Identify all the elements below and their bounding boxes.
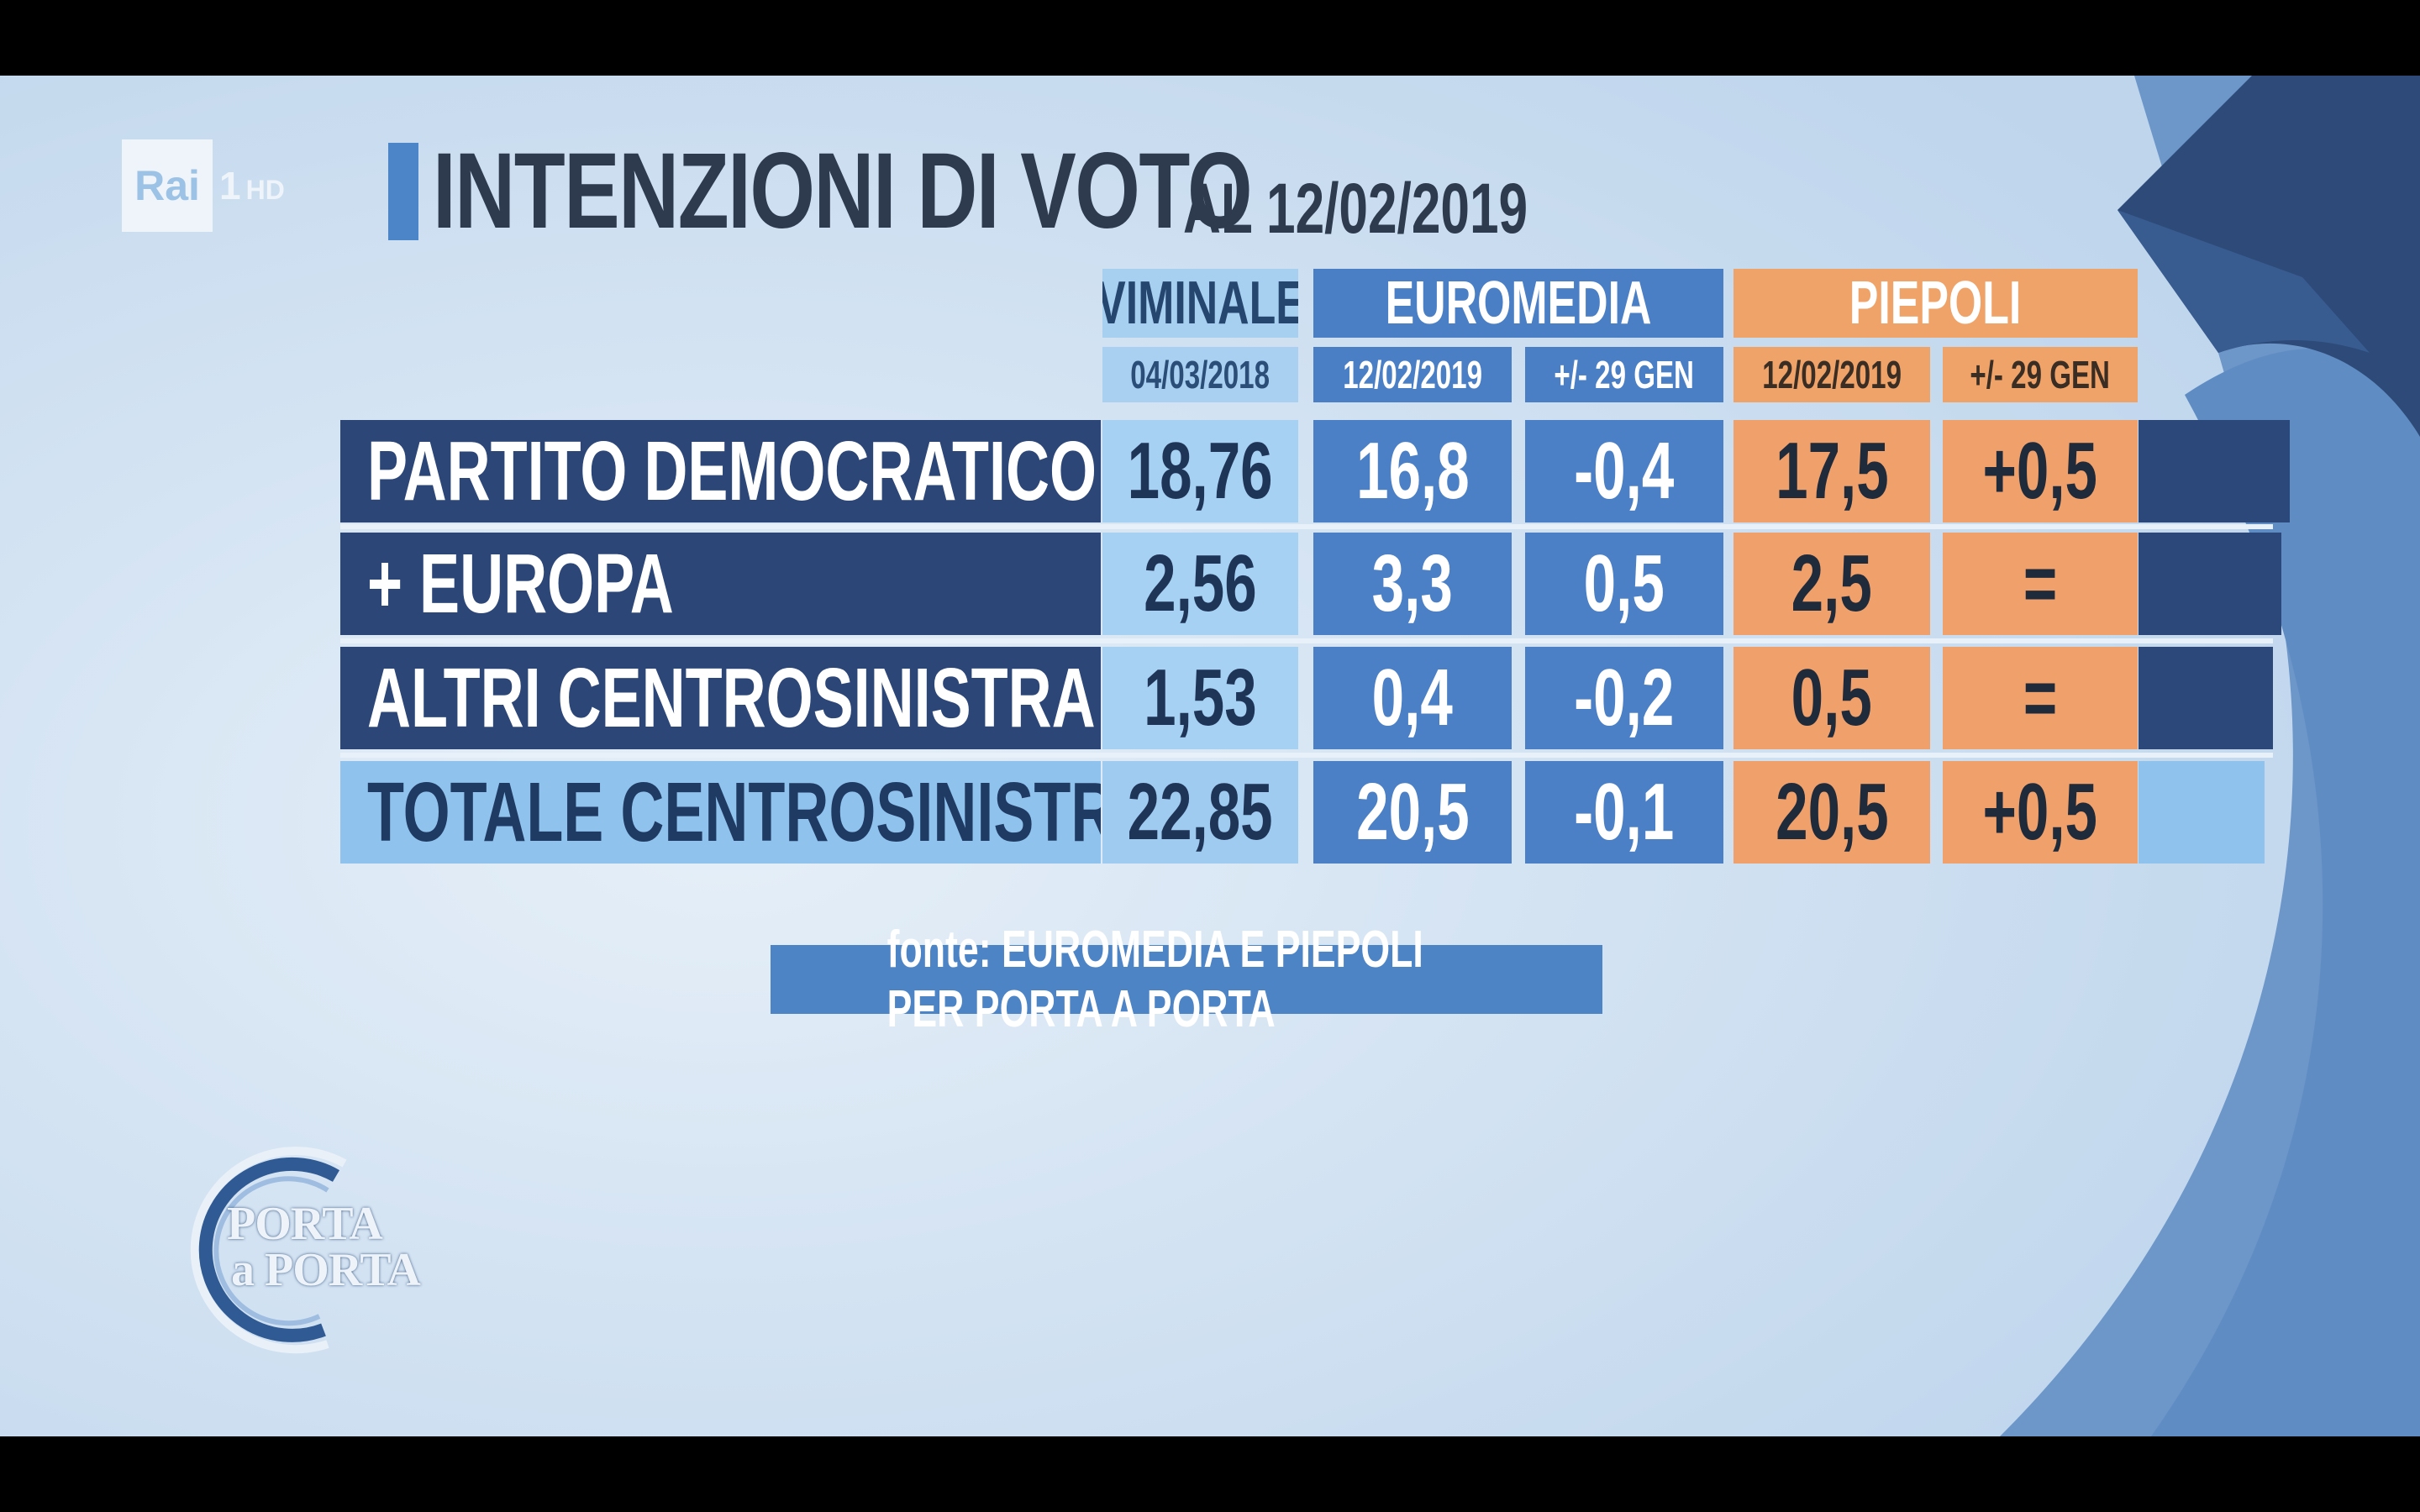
column-header: +/- 29 GEN bbox=[1943, 347, 2138, 402]
column-header-text: 12/02/2019 bbox=[1762, 353, 1902, 396]
group-header-viminale-text: VIMINALE bbox=[1102, 270, 1298, 337]
row-label: + EUROPA bbox=[340, 533, 1101, 635]
column-header-text: +/- 29 GEN bbox=[1554, 353, 1695, 396]
show-logo-line1: PORTA bbox=[227, 1198, 383, 1250]
channel-quality: HD bbox=[245, 174, 285, 205]
value-cell-text: 0,5 bbox=[1583, 538, 1665, 628]
value-cell-text: 20,5 bbox=[1355, 767, 1470, 857]
title-date: AL 12/02/2019 bbox=[1183, 169, 1528, 248]
value-cell: 0,4 bbox=[1313, 647, 1512, 749]
channel-number: 1 bbox=[219, 164, 241, 207]
row-label: ALTRI CENTROSINISTRA bbox=[340, 647, 1101, 749]
group-header-euromedia: EUROMEDIA bbox=[1313, 269, 1723, 338]
value-cell: +0,5 bbox=[1943, 761, 2138, 864]
value-cell: 2,5 bbox=[1733, 533, 1930, 635]
value-cell: -0,4 bbox=[1525, 420, 1723, 522]
value-cell: 17,5 bbox=[1733, 420, 1930, 522]
column-header-text: 12/02/2019 bbox=[1343, 353, 1482, 396]
value-cell: 0,5 bbox=[1733, 647, 1930, 749]
value-cell-text: -0,2 bbox=[1574, 653, 1675, 743]
value-cell: 18,76 bbox=[1102, 420, 1298, 522]
row-label: PARTITO DEMOCRATICO - PSE bbox=[340, 420, 1101, 522]
value-cell-text: = bbox=[2023, 653, 2058, 743]
value-cell: = bbox=[1943, 647, 2138, 749]
value-cell-text: 1,53 bbox=[1144, 653, 1257, 743]
value-cell: 3,3 bbox=[1313, 533, 1512, 635]
column-header: 12/02/2019 bbox=[1313, 347, 1512, 402]
row-label-text: + EUROPA bbox=[367, 536, 674, 631]
value-cell: 16,8 bbox=[1313, 420, 1512, 522]
column-header-text: +/- 29 GEN bbox=[1970, 353, 2111, 396]
value-cell-text: 16,8 bbox=[1355, 426, 1470, 516]
value-cell-text: 0,4 bbox=[1371, 653, 1454, 743]
value-cell: +0,5 bbox=[1943, 420, 2138, 522]
value-cell-text: +0,5 bbox=[1982, 426, 2098, 516]
broadcast-screen: Rai 1 HD INTENZIONI DI VOTO AL 12/02/201… bbox=[0, 76, 2420, 1436]
title-accent-bar bbox=[388, 143, 418, 240]
value-cell-text: 20,5 bbox=[1775, 767, 1889, 857]
row-label: TOTALE CENTROSINISTRA bbox=[340, 761, 1101, 864]
value-cell-text: 18,76 bbox=[1128, 426, 1273, 516]
column-header: +/- 29 GEN bbox=[1525, 347, 1723, 402]
channel-logo: Rai 1 HD bbox=[122, 139, 285, 232]
value-cell: 22,85 bbox=[1102, 761, 1298, 864]
row-label-text: ALTRI CENTROSINISTRA bbox=[367, 650, 1096, 745]
column-header: 04/03/2018 bbox=[1102, 347, 1298, 402]
source-note: fonte: EUROMEDIA E PIEPOLI PER PORTA A P… bbox=[771, 921, 1602, 1038]
value-cell-text: 2,5 bbox=[1791, 538, 1873, 628]
value-cell-text: 2,56 bbox=[1144, 538, 1257, 628]
page-title: INTENZIONI DI VOTO bbox=[433, 131, 1253, 251]
value-cell-text: 0,5 bbox=[1791, 653, 1873, 743]
value-cell-text: +0,5 bbox=[1982, 767, 2098, 857]
value-cell-text: 3,3 bbox=[1371, 538, 1454, 628]
rai-logo-text: Rai bbox=[122, 139, 213, 232]
value-cell: -0,1 bbox=[1525, 761, 1723, 864]
value-cell: 1,53 bbox=[1102, 647, 1298, 749]
row-label-text: PARTITO DEMOCRATICO - PSE bbox=[367, 423, 1101, 518]
value-cell: = bbox=[1943, 533, 2138, 635]
value-cell-text: = bbox=[2023, 538, 2058, 628]
row-separator bbox=[340, 753, 2273, 758]
row-separator bbox=[340, 638, 2273, 643]
column-header-text: 04/03/2018 bbox=[1130, 353, 1270, 396]
group-header-piepoli: PIEPOLI bbox=[1733, 269, 2138, 338]
group-header-viminale: VIMINALE bbox=[1102, 269, 1298, 338]
value-cell-text: 17,5 bbox=[1775, 426, 1889, 516]
column-header: 12/02/2019 bbox=[1733, 347, 1930, 402]
source-text: fonte: EUROMEDIA E PIEPOLI PER PORTA A P… bbox=[886, 921, 1423, 1038]
value-cell: 20,5 bbox=[1313, 761, 1512, 864]
value-cell-text: -0,1 bbox=[1574, 767, 1675, 857]
show-logo-line2: a PORTA bbox=[231, 1244, 421, 1296]
group-header-euromedia-text: EUROMEDIA bbox=[1385, 270, 1652, 337]
value-cell-text: 22,85 bbox=[1128, 767, 1273, 857]
value-cell: 2,56 bbox=[1102, 533, 1298, 635]
value-cell-text: -0,4 bbox=[1574, 426, 1675, 516]
porta-a-porta-logo-icon bbox=[190, 1147, 347, 1354]
value-cell: -0,2 bbox=[1525, 647, 1723, 749]
value-cell: 20,5 bbox=[1733, 761, 1930, 864]
value-cell: 0,5 bbox=[1525, 533, 1723, 635]
row-separator bbox=[340, 524, 2273, 529]
group-header-piepoli-text: PIEPOLI bbox=[1849, 270, 2022, 337]
row-label-text: TOTALE CENTROSINISTRA bbox=[367, 764, 1101, 859]
